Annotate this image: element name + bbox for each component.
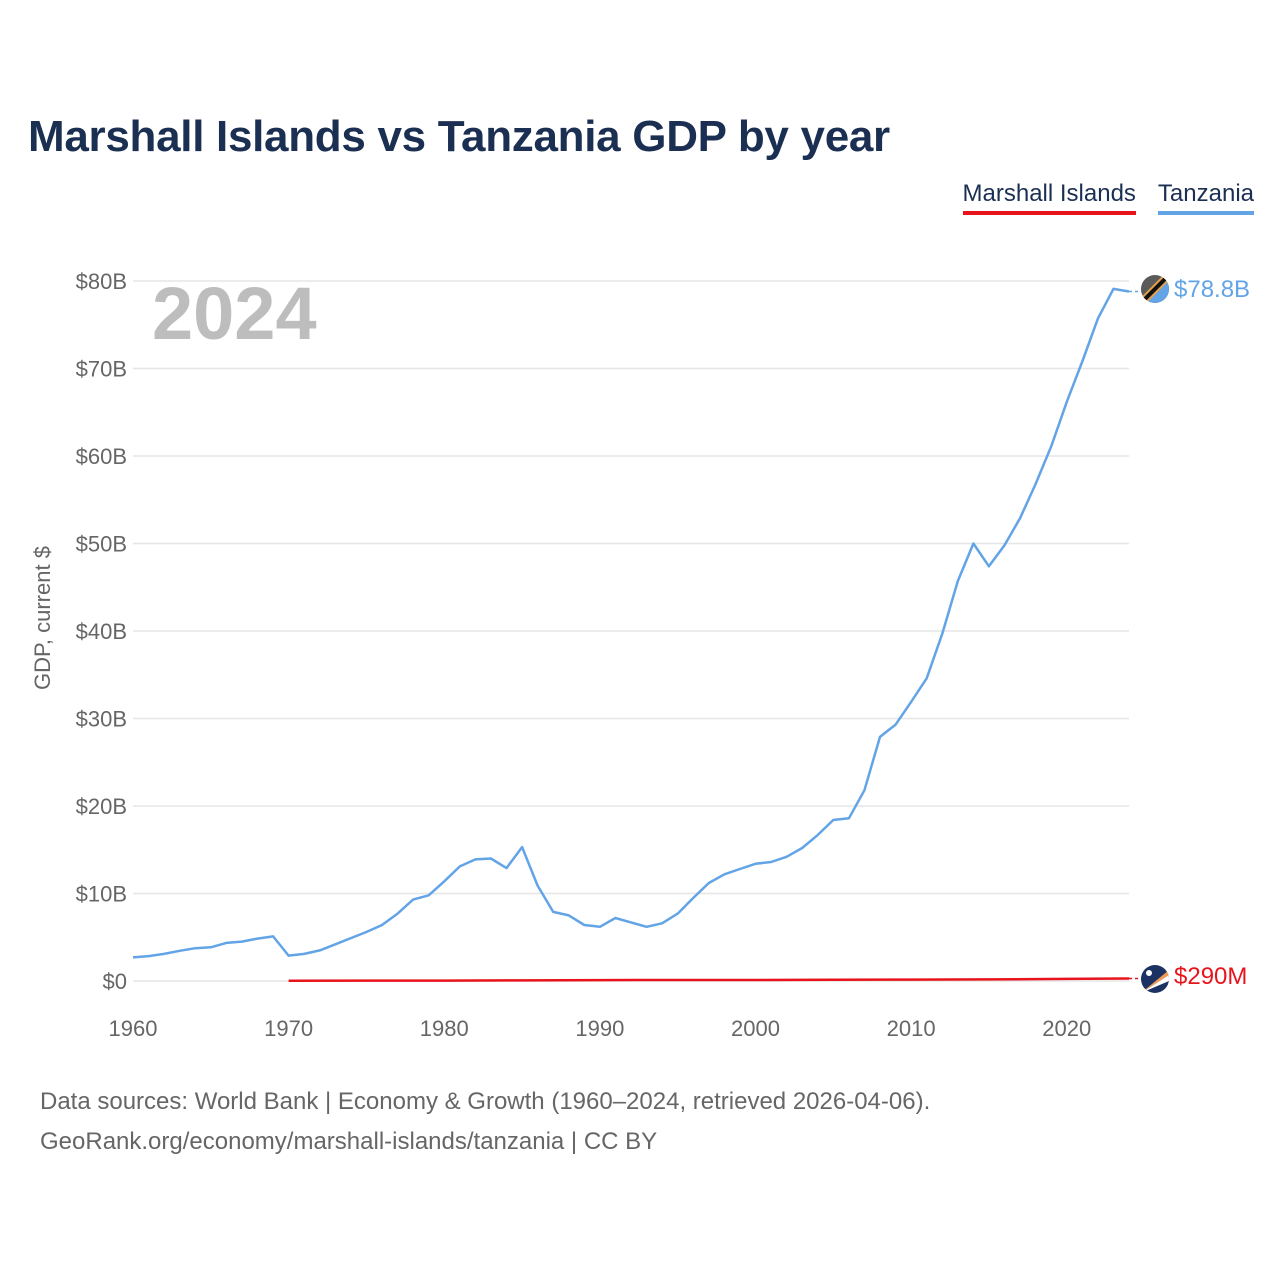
x-tick-label: 2000 (731, 1016, 780, 1041)
y-tick-label: $20B (76, 794, 127, 819)
series-lines (132, 287, 1142, 982)
data-source-note: Data sources: World Bank | Economy & Gro… (40, 1088, 931, 1115)
marshall-islands-end-value: $290M (1174, 963, 1247, 990)
x-tick-label: 1980 (420, 1016, 469, 1041)
y-tick-label: $70B (76, 357, 127, 382)
tanzania-end-value: $78.8B (1174, 276, 1250, 303)
legend-item-tanzania[interactable]: Tanzania (1157, 180, 1254, 215)
x-tick-label: 1970 (264, 1016, 313, 1041)
chart-title: Marshall Islands vs Tanzania GDP by year (28, 112, 890, 161)
marshall-islands-flag-icon (1141, 965, 1169, 993)
y-tick-label: $0 (103, 969, 127, 994)
y-tick-label: $40B (76, 619, 127, 644)
y-tick-label: $80B (76, 269, 127, 294)
series-line-marshall-islands[interactable] (288, 977, 1130, 982)
current-year-label: 2024 (152, 272, 317, 355)
y-tick-label: $10B (76, 882, 127, 907)
x-tick-label: 2020 (1042, 1016, 1091, 1041)
x-tick-label: 1990 (575, 1016, 624, 1041)
x-axis-ticks: 1960 1970 1980 1990 2000 2010 2020 (109, 1016, 1092, 1041)
y-axis-label: GDP, current $ (30, 546, 55, 690)
x-tick-label: 1960 (109, 1016, 158, 1041)
legend: Marshall Islands Tanzania (962, 180, 1254, 215)
x-tick-label: 2010 (887, 1016, 936, 1041)
y-tick-label: $60B (76, 444, 127, 469)
source-link[interactable]: GeoRank.org/economy/marshall-islands/tan… (40, 1128, 658, 1155)
y-axis-ticks: $0 $10B $20B $30B $40B $50B $60B $70B $80B (76, 269, 127, 994)
tanzania-flag-icon (1141, 275, 1169, 303)
footer: Data sources: World Bank | Economy & Gro… (40, 1082, 930, 1162)
series-line-tanzania[interactable] (132, 287, 1130, 959)
gridlines (133, 280, 1129, 982)
legend-item-marshall-islands[interactable]: Marshall Islands (962, 180, 1136, 215)
y-tick-label: $50B (76, 532, 127, 557)
y-tick-label: $30B (76, 707, 127, 732)
